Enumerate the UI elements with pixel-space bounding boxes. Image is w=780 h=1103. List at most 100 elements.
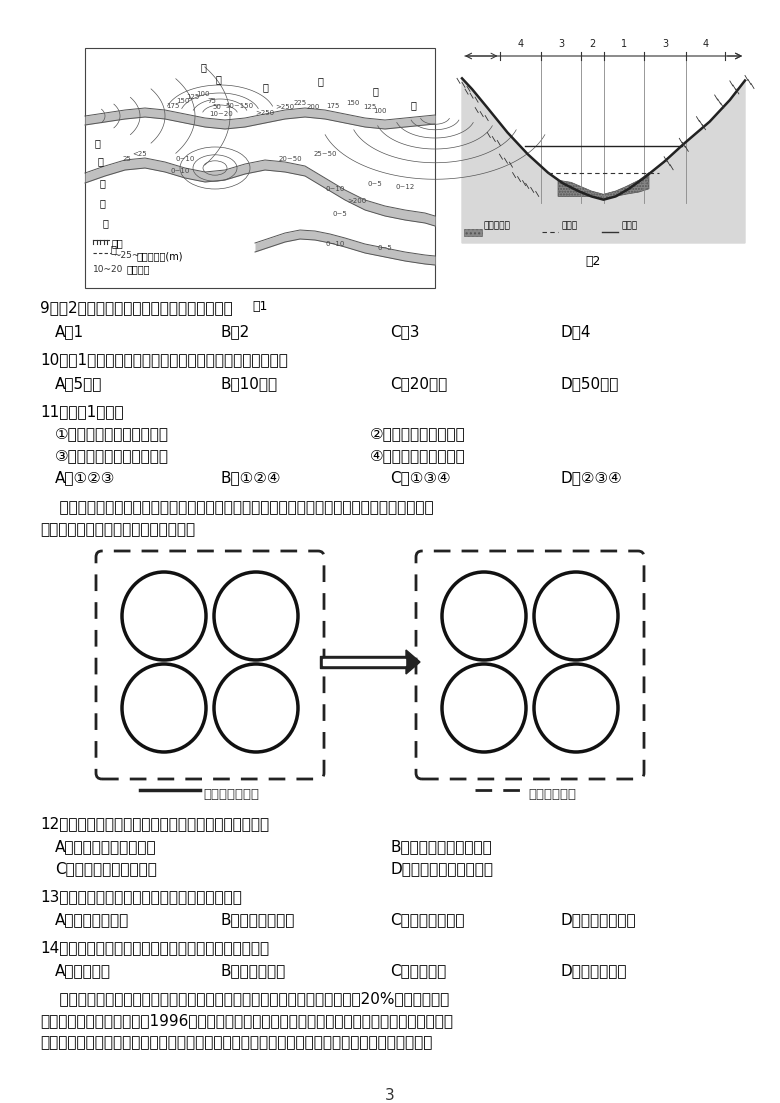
Text: 洪水位: 洪水位 [621, 222, 637, 231]
Text: >250: >250 [255, 110, 275, 116]
Text: 13．对于大城市而言，整建制拼合模式可能导致: 13．对于大城市而言，整建制拼合模式可能导致 [40, 889, 242, 904]
Text: 10~20: 10~20 [209, 111, 233, 117]
Ellipse shape [214, 572, 298, 660]
Text: 175: 175 [326, 103, 339, 109]
Text: 冲: 冲 [94, 138, 100, 148]
Text: 3: 3 [385, 1088, 395, 1103]
Text: D．4: D．4 [560, 324, 590, 339]
Text: A．①②③: A．①②③ [55, 470, 115, 485]
Text: ①河流两侧流水作用的差异: ①河流两侧流水作用的差异 [55, 426, 169, 441]
Text: 20~50: 20~50 [278, 156, 302, 162]
Text: A．就业压力增大: A．就业压力增大 [55, 912, 129, 927]
Text: 150: 150 [176, 98, 190, 104]
Ellipse shape [534, 572, 618, 660]
Text: ②树木分布密度的差异: ②树木分布密度的差异 [370, 426, 466, 441]
Text: B．①②④: B．①②④ [220, 470, 281, 485]
Text: C．田园模式: C．田园模式 [390, 963, 446, 978]
Text: 2: 2 [589, 39, 595, 49]
Ellipse shape [214, 664, 298, 752]
Text: C．环境污染加剧: C．环境污染加剧 [390, 912, 465, 927]
Text: D．50年前: D．50年前 [560, 376, 619, 390]
Ellipse shape [534, 664, 618, 752]
Text: 125: 125 [186, 94, 200, 100]
Text: 撤县设
区的市
辖区: 撤县设 区的市 辖区 [563, 592, 589, 640]
Text: C．20年前: C．20年前 [390, 376, 447, 390]
Text: 1: 1 [621, 39, 627, 49]
Text: 4: 4 [518, 39, 523, 49]
Text: 3: 3 [662, 39, 668, 49]
Text: D．多核心模式: D．多核心模式 [560, 963, 626, 978]
Text: 年代范围: 年代范围 [127, 264, 151, 274]
Text: 175: 175 [166, 103, 179, 109]
FancyBboxPatch shape [96, 552, 324, 779]
Text: 边: 边 [372, 86, 378, 96]
Text: 市辖区3: 市辖区3 [559, 702, 593, 715]
Text: 积: 积 [97, 156, 103, 165]
Text: 225: 225 [293, 100, 307, 106]
Text: 变）的常见方式。据此完成下面小题。: 变）的常见方式。据此完成下面小题。 [40, 522, 195, 537]
Polygon shape [558, 172, 649, 200]
Text: 0~5: 0~5 [332, 211, 347, 217]
Text: 0~5: 0~5 [367, 181, 382, 188]
Text: B．10年前: B．10年前 [220, 376, 277, 390]
Text: 0~10: 0~10 [325, 240, 345, 247]
Text: 50: 50 [213, 104, 222, 110]
Text: 随着我国社会经济快速发展，大豆需求量不断增加，而国产大豆自给率仅为20%左右，东北、: 随着我国社会经济快速发展，大豆需求量不断增加，而国产大豆自给率仅为20%左右，东… [40, 990, 449, 1006]
Text: 界: 界 [410, 100, 416, 110]
Text: 市辖区2: 市辖区2 [467, 702, 501, 715]
Text: 图1: 图1 [252, 300, 268, 313]
Text: 市辖区1: 市辖区1 [147, 609, 181, 623]
Text: 图2: 图2 [585, 255, 601, 268]
Text: 25: 25 [122, 156, 131, 162]
Ellipse shape [122, 572, 206, 660]
Text: 待撤县
的县: 待撤县 的县 [243, 601, 268, 631]
Text: 市辖区1: 市辖区1 [467, 609, 501, 623]
Text: 12．我国部分大城市管辖区域内撤县设区的主要目的是: 12．我国部分大城市管辖区域内撤县设区的主要目的是 [40, 816, 269, 831]
Text: 125: 125 [363, 104, 377, 110]
Text: 县和区的边界线: 县和区的边界线 [203, 789, 259, 802]
Text: ③上下游河流弯曲度的差异: ③上下游河流弯曲度的差异 [55, 448, 169, 463]
Text: 原: 原 [99, 199, 105, 208]
Bar [85, 49, 435, 288]
Text: 冲: 冲 [200, 62, 206, 72]
Text: D．增加大城市服务职能: D．增加大城市服务职能 [390, 861, 493, 876]
Text: 平: 平 [262, 82, 268, 92]
Polygon shape [406, 650, 420, 674]
Text: 边: 边 [102, 218, 108, 228]
Ellipse shape [122, 664, 206, 752]
Text: 华北是我国的大豆主产区。1996年我国开始实施取消进口大豆配额限制的政策，可以低关税自由进: 华北是我国的大豆主产区。1996年我国开始实施取消进口大豆配额限制的政策，可以低… [40, 1013, 453, 1028]
Text: B．同心圆模式: B．同心圆模式 [220, 963, 285, 978]
Text: C．增强大城市竞争能力: C．增强大城市竞争能力 [55, 861, 157, 876]
Text: 0~10: 0~10 [170, 168, 190, 174]
Text: 口大豆。受此影响，我国大豆压榨企业空间布局发生较大变化。下图为目前我国大豆压榨企业布局: 口大豆。受此影响，我国大豆压榨企业空间布局发生较大变化。下图为目前我国大豆压榨企… [40, 1035, 432, 1050]
Text: 界: 界 [110, 244, 116, 254]
Text: 平: 平 [99, 178, 105, 188]
Text: 75: 75 [207, 98, 216, 104]
Ellipse shape [442, 664, 526, 752]
Text: 0~10: 0~10 [176, 156, 195, 162]
Polygon shape [462, 78, 745, 243]
Text: 整建制拼合模式是我国部分大城市管辖区域内撤县设区（被撤县的行政名称改变，行政范围未: 整建制拼合模式是我国部分大城市管辖区域内撤县设区（被撤县的行政名称改变，行政范围… [40, 500, 434, 515]
Text: 50~150: 50~150 [226, 103, 254, 109]
Text: 0~5: 0~5 [378, 245, 392, 251]
Text: C．3: C．3 [390, 324, 420, 339]
Text: 10．图1中有两个废弃的曲流，推断上游曲流废弃的时间是: 10．图1中有两个废弃的曲流，推断上游曲流废弃的时间是 [40, 352, 288, 367]
Text: 市辖区2: 市辖区2 [147, 702, 181, 715]
Text: 11．由图1可推测: 11．由图1可推测 [40, 404, 123, 419]
Text: 10~20: 10~20 [93, 265, 123, 274]
Bar [464, 229, 482, 236]
Text: 4: 4 [703, 39, 709, 49]
Text: 年代等值线(m): 年代等值线(m) [137, 251, 183, 261]
Text: <25: <25 [133, 151, 147, 157]
Text: 9．图2示意河谷横剖面结构，表示河漫滩的是: 9．图2示意河谷横剖面结构，表示河漫滩的是 [40, 300, 232, 315]
Text: C．①③④: C．①③④ [390, 470, 451, 485]
Text: 原: 原 [317, 76, 323, 86]
Text: 25~50: 25~50 [314, 151, 337, 157]
Text: 100: 100 [374, 108, 387, 114]
Text: A．5年前: A．5年前 [55, 376, 102, 390]
Text: 14．整建制拼合模式有可能促使大城市空间结构发展为: 14．整建制拼合模式有可能促使大城市空间结构发展为 [40, 940, 269, 955]
Text: A．1: A．1 [55, 324, 84, 339]
Text: D．②③④: D．②③④ [560, 470, 622, 485]
Text: ~25~: ~25~ [113, 251, 140, 260]
Text: >200: >200 [347, 199, 367, 204]
